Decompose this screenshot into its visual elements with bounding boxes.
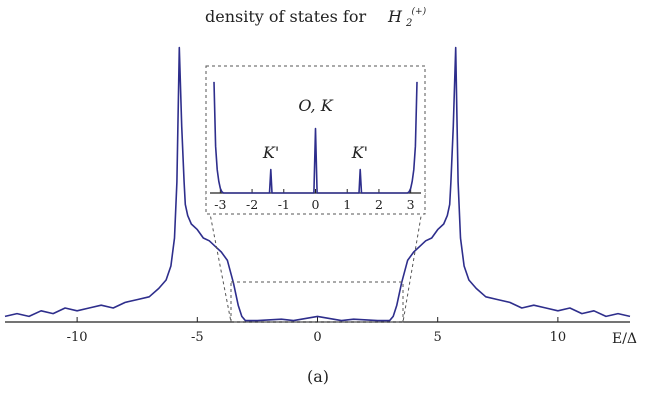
main-tick-label: 0: [313, 330, 321, 345]
main-dos-line: [4, 46, 631, 322]
inset-ticks: -3 -2 -1 0 1 2 3: [214, 189, 415, 212]
main-tick-label: 10: [550, 330, 567, 345]
chart-title-prefix: density of states for: [205, 7, 366, 26]
inset-annotations: K' O, K K': [262, 96, 368, 162]
inset-tick-label: 2: [375, 197, 383, 212]
zoom-connector-left: [205, 192, 232, 323]
main-tick-label: -10: [67, 330, 88, 345]
inset-tick-label: 0: [312, 197, 320, 212]
inset-tick-label: 3: [407, 197, 415, 212]
zoom-connector-right: [402, 192, 426, 323]
chart-title-symbol-sup: (+): [412, 6, 427, 17]
chart-title-symbol-main: H: [387, 7, 403, 26]
inset-tick-label: 1: [343, 197, 351, 212]
chart-title-symbol: H 2 (+): [387, 6, 427, 30]
chart-title-symbol-sub: 2: [405, 18, 412, 29]
inset-tick-label: -2: [246, 197, 258, 212]
x-axis-label: E/Δ: [612, 331, 637, 347]
inset-annotation: K': [262, 143, 279, 162]
inset-tick-label: -3: [214, 197, 226, 212]
inset-tick-label: -1: [278, 197, 290, 212]
main-ticks: -10 -5 0 5 10: [67, 317, 567, 345]
inset-annotation: K': [351, 143, 368, 162]
figure-caption: (a): [307, 367, 329, 386]
main-tick-label: -5: [191, 330, 204, 345]
inset-annotation: O, K: [298, 96, 333, 115]
zoom-region-box: [230, 281, 404, 323]
main-tick-label: 5: [434, 330, 442, 345]
chart-title: density of states for: [205, 7, 366, 26]
inset-dos-line: [213, 81, 418, 194]
